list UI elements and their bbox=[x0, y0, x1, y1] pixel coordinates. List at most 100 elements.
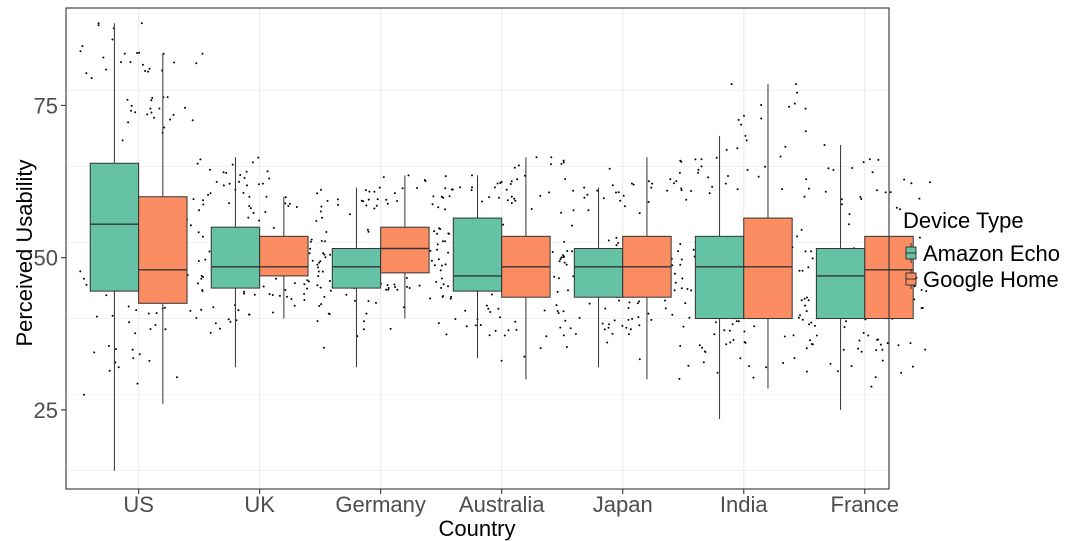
data-point bbox=[328, 280, 331, 282]
data-point bbox=[229, 320, 232, 323]
data-point bbox=[329, 289, 332, 292]
data-point bbox=[578, 316, 581, 319]
data-point bbox=[195, 62, 198, 65]
data-point bbox=[823, 144, 826, 146]
x-tick-label: Japan bbox=[593, 492, 653, 517]
data-point bbox=[558, 260, 561, 263]
data-point bbox=[95, 315, 98, 318]
data-point bbox=[615, 236, 618, 239]
data-point bbox=[739, 357, 742, 360]
data-point bbox=[611, 332, 614, 335]
data-point bbox=[436, 248, 439, 251]
data-point bbox=[698, 344, 701, 347]
data-point bbox=[615, 191, 617, 194]
data-point bbox=[375, 204, 378, 207]
data-point bbox=[318, 305, 321, 307]
data-point bbox=[862, 331, 865, 334]
data-point bbox=[306, 287, 308, 290]
data-point bbox=[323, 295, 326, 298]
data-point bbox=[796, 91, 799, 94]
data-point bbox=[449, 297, 452, 300]
data-point bbox=[97, 24, 100, 27]
data-point bbox=[804, 304, 807, 307]
data-point bbox=[730, 83, 733, 86]
data-point bbox=[743, 114, 745, 117]
data-point bbox=[147, 312, 150, 315]
data-point bbox=[562, 334, 565, 337]
data-point bbox=[824, 190, 827, 193]
data-point bbox=[889, 191, 892, 194]
data-point bbox=[248, 205, 251, 207]
data-point bbox=[275, 277, 277, 280]
data-point bbox=[673, 272, 676, 275]
data-point bbox=[804, 250, 807, 253]
data-point bbox=[184, 106, 186, 109]
data-point bbox=[303, 299, 306, 301]
data-point bbox=[746, 168, 749, 171]
data-point bbox=[408, 287, 411, 289]
data-point bbox=[690, 289, 693, 292]
data-point bbox=[860, 198, 863, 200]
box-amazon-echo-uk bbox=[210, 226, 261, 289]
data-point bbox=[321, 216, 324, 219]
data-point bbox=[631, 317, 634, 320]
data-point bbox=[249, 207, 252, 210]
data-point bbox=[345, 293, 348, 296]
data-point bbox=[130, 109, 132, 112]
data-point bbox=[829, 362, 832, 365]
data-point bbox=[198, 209, 201, 212]
data-point bbox=[807, 187, 810, 190]
data-point bbox=[877, 338, 880, 341]
data-point bbox=[111, 314, 114, 317]
data-point bbox=[608, 323, 611, 326]
data-point bbox=[782, 362, 785, 364]
data-point bbox=[200, 277, 203, 280]
data-point bbox=[516, 178, 519, 181]
data-point bbox=[496, 182, 499, 185]
data-point bbox=[317, 266, 320, 269]
data-point bbox=[523, 355, 526, 358]
data-point bbox=[239, 174, 242, 176]
data-point bbox=[245, 170, 248, 173]
data-point bbox=[515, 328, 518, 331]
data-point bbox=[502, 223, 505, 226]
data-point bbox=[701, 346, 703, 349]
data-point bbox=[688, 316, 691, 319]
data-point bbox=[320, 205, 323, 208]
data-point bbox=[447, 232, 450, 235]
data-point bbox=[129, 61, 132, 64]
data-point bbox=[169, 118, 171, 121]
data-point bbox=[603, 328, 606, 331]
data-point bbox=[832, 169, 835, 171]
data-point bbox=[497, 307, 500, 310]
data-point bbox=[102, 56, 105, 59]
data-point bbox=[363, 320, 365, 323]
data-point bbox=[797, 316, 800, 319]
box-amazon-echo-germany bbox=[331, 248, 382, 289]
data-point bbox=[149, 328, 152, 330]
data-point bbox=[375, 301, 377, 304]
data-point bbox=[601, 322, 604, 325]
data-point bbox=[675, 180, 678, 183]
data-point bbox=[498, 196, 500, 199]
data-point bbox=[149, 107, 152, 110]
data-point bbox=[481, 200, 484, 203]
data-point bbox=[848, 213, 851, 216]
data-point bbox=[562, 161, 565, 164]
data-point bbox=[268, 293, 271, 296]
data-point bbox=[680, 187, 683, 190]
data-point bbox=[150, 99, 153, 102]
data-point bbox=[464, 309, 467, 312]
data-point bbox=[924, 348, 927, 351]
data-point bbox=[845, 320, 847, 323]
data-point bbox=[559, 326, 562, 329]
data-point bbox=[555, 304, 558, 307]
data-point bbox=[801, 269, 804, 272]
data-point bbox=[444, 240, 447, 243]
data-point bbox=[366, 228, 369, 231]
data-point bbox=[227, 318, 230, 321]
data-point bbox=[686, 288, 689, 290]
data-point bbox=[287, 205, 290, 207]
data-point bbox=[81, 45, 84, 48]
